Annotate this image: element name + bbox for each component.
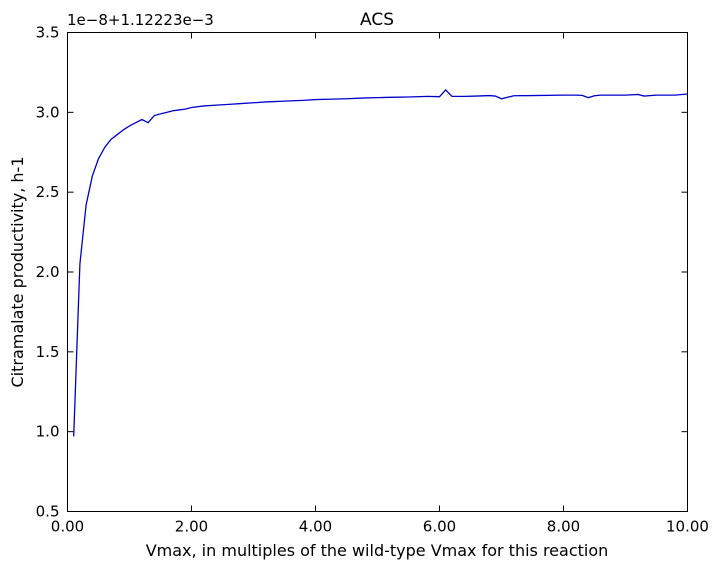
y-tick-label: 1.0 bbox=[36, 423, 60, 441]
chart-title: ACS bbox=[360, 10, 394, 30]
plot-frame bbox=[67, 32, 688, 512]
ticks-layer: 0.00 2.00 4.00 6.00 8.00 10.00 0.5 1.0 1.5 2.0 2.5… bbox=[36, 24, 709, 536]
x-tick-label: 8.00 bbox=[547, 518, 580, 536]
y-tick-label: 3.5 bbox=[36, 24, 60, 42]
series-line bbox=[73, 89, 688, 437]
x-tick-label: 4.00 bbox=[299, 518, 332, 536]
y-tick-label: 3.0 bbox=[36, 103, 60, 121]
x-axis-label: Vmax, in multiples of the wild-type Vmax… bbox=[146, 541, 609, 560]
x-tick-label: 2.00 bbox=[175, 518, 208, 536]
x-tick-label: 0.00 bbox=[51, 518, 84, 536]
y-tick-label: 2.0 bbox=[36, 263, 60, 281]
y-tick-label: 1.5 bbox=[36, 343, 60, 361]
y-tick-label: 2.5 bbox=[36, 183, 60, 201]
y-axis-offset-text: 1e−8+1.12223e−3 bbox=[67, 11, 214, 29]
x-tick-label: 6.00 bbox=[423, 518, 456, 536]
y-axis-label: Citramalate productivity, h-1 bbox=[8, 156, 27, 387]
x-tick-label: 10.00 bbox=[666, 518, 709, 536]
y-tick-label: 0.5 bbox=[36, 503, 60, 521]
